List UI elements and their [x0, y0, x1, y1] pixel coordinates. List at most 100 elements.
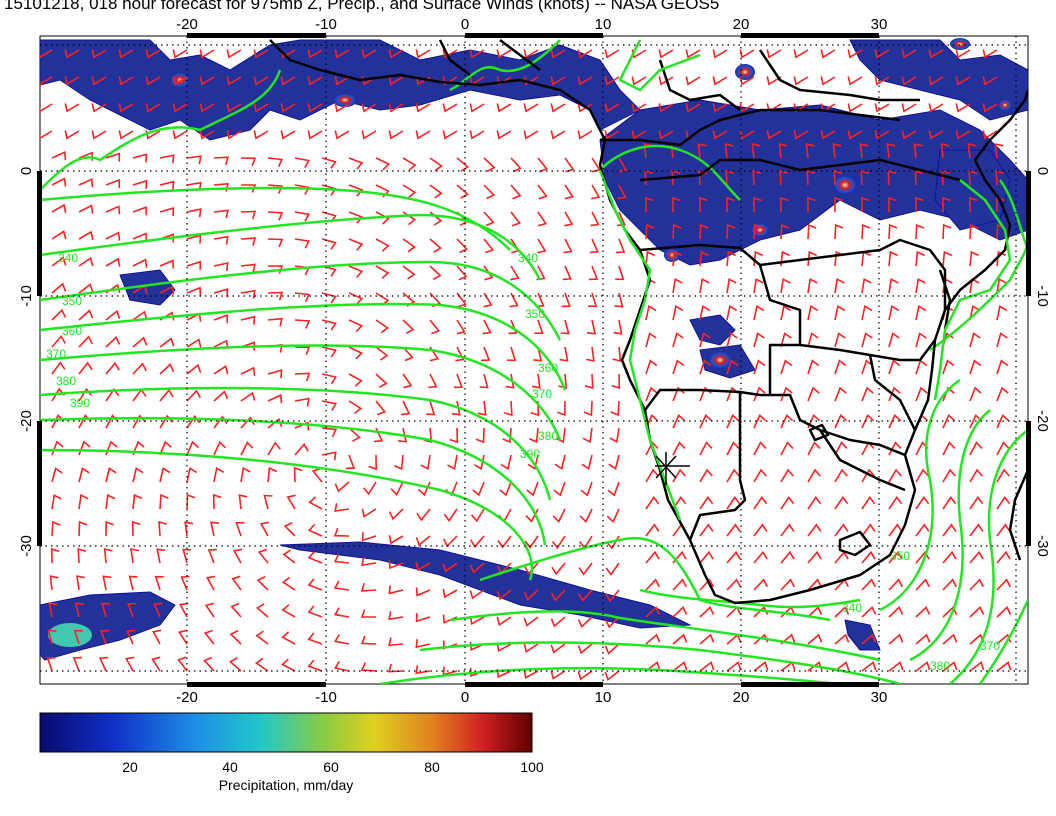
- wind-barb: [699, 605, 715, 618]
- country-border: [818, 429, 906, 492]
- wind-barb: [766, 130, 782, 140]
- wind-barb: [456, 292, 467, 308]
- wind-barb: [524, 562, 539, 575]
- wind-barb: [588, 265, 599, 281]
- wind-barb: [213, 365, 229, 375]
- wind-barb: [51, 151, 67, 161]
- wind-barb: [580, 481, 593, 497]
- wind-barb: [581, 454, 593, 470]
- contour-label: 340: [58, 251, 78, 265]
- wind-barb: [207, 548, 217, 564]
- wind-barb: [456, 157, 470, 172]
- wind-barb: [780, 386, 793, 402]
- wind-barb: [226, 49, 242, 59]
- wind-barb: [308, 496, 323, 510]
- wind-barb: [915, 550, 930, 564]
- wind-barb: [996, 578, 1012, 591]
- wind-barb: [610, 400, 620, 417]
- wind-barb: [51, 308, 67, 321]
- wind-barb: [388, 508, 404, 521]
- wind-barb: [481, 346, 491, 362]
- wind-barb: [753, 386, 766, 402]
- wind-barb: [78, 309, 94, 321]
- wind-barb: [51, 467, 63, 483]
- wind-barb: [834, 633, 850, 645]
- wind-barb: [253, 49, 269, 59]
- wind-barb: [229, 629, 242, 645]
- contour-label: 390: [520, 447, 540, 461]
- contour-line: [379, 666, 841, 684]
- wind-barb: [672, 277, 683, 294]
- wind-barb: [186, 363, 202, 375]
- wind-barb: [672, 441, 686, 456]
- wind-barb: [645, 523, 660, 537]
- wind-barb: [415, 49, 431, 59]
- wind-barb: [806, 169, 816, 186]
- wind-barb: [847, 76, 863, 86]
- wind-barb: [361, 49, 377, 59]
- wind-barb: [428, 373, 438, 389]
- wind-barb: [151, 656, 161, 672]
- wind-barb: [834, 305, 846, 321]
- wind-barb: [388, 49, 404, 59]
- wind-barb: [294, 319, 311, 329]
- wind-barb: [199, 130, 215, 140]
- lake-outline: [808, 423, 830, 442]
- wind-barb: [131, 520, 141, 537]
- wind-barb: [955, 130, 971, 140]
- wind-barb: [996, 277, 1007, 294]
- wind-barb: [477, 400, 487, 416]
- wind-barb: [118, 103, 134, 113]
- wind-barb: [726, 523, 741, 537]
- wind-barb: [496, 616, 512, 627]
- wind-barb: [105, 309, 121, 321]
- country-border: [658, 59, 741, 111]
- wind-barb: [186, 389, 202, 402]
- precip-area-se-ocean: [844, 619, 881, 651]
- wind-barb: [281, 604, 296, 618]
- wind-barb: [294, 372, 311, 382]
- wind-barb: [699, 277, 710, 294]
- wind-barb: [888, 223, 898, 240]
- wind-barb: [996, 413, 1010, 429]
- wind-barb: [712, 103, 728, 113]
- wind-barb: [631, 76, 647, 86]
- wind-barb: [402, 265, 416, 280]
- contour-line: [933, 179, 1012, 401]
- wind-barb: [78, 361, 93, 375]
- wind-barb: [469, 103, 485, 113]
- wind-barb: [793, 76, 809, 86]
- wind-barb: [996, 661, 1012, 672]
- wind-barb: [888, 661, 904, 672]
- wind-barb: [888, 496, 903, 510]
- wind-barb: [562, 265, 572, 281]
- wind-barb: [483, 211, 495, 227]
- wind-barb: [267, 184, 284, 194]
- wind-barb: [553, 481, 566, 497]
- wind-barb: [132, 153, 148, 163]
- wind-barb: [942, 441, 956, 456]
- wind-barb: [699, 578, 715, 591]
- wind-barb: [375, 400, 387, 416]
- lat-label-right: -30: [1034, 535, 1051, 557]
- wind-barb: [577, 49, 593, 59]
- wind-barb: [496, 103, 512, 113]
- wind-barb: [442, 76, 458, 86]
- contour-line: [949, 428, 1028, 684]
- wind-barb: [475, 427, 485, 444]
- wind-barb: [942, 386, 955, 402]
- wind-barb: [533, 346, 543, 362]
- wind-barb: [388, 535, 404, 545]
- lon-label-top: -10: [315, 16, 337, 33]
- wind-barb: [76, 575, 85, 591]
- colorbar-tick: 100: [520, 759, 544, 775]
- wind-barb: [307, 578, 323, 591]
- wind-barb: [375, 211, 390, 225]
- wind-barb: [259, 521, 270, 537]
- wind-barb: [361, 103, 377, 113]
- wind-barb: [753, 578, 769, 591]
- wind-barb: [442, 588, 458, 599]
- wind-barb: [859, 143, 869, 159]
- wind-barb: [685, 103, 701, 113]
- wind-barb: [159, 414, 174, 429]
